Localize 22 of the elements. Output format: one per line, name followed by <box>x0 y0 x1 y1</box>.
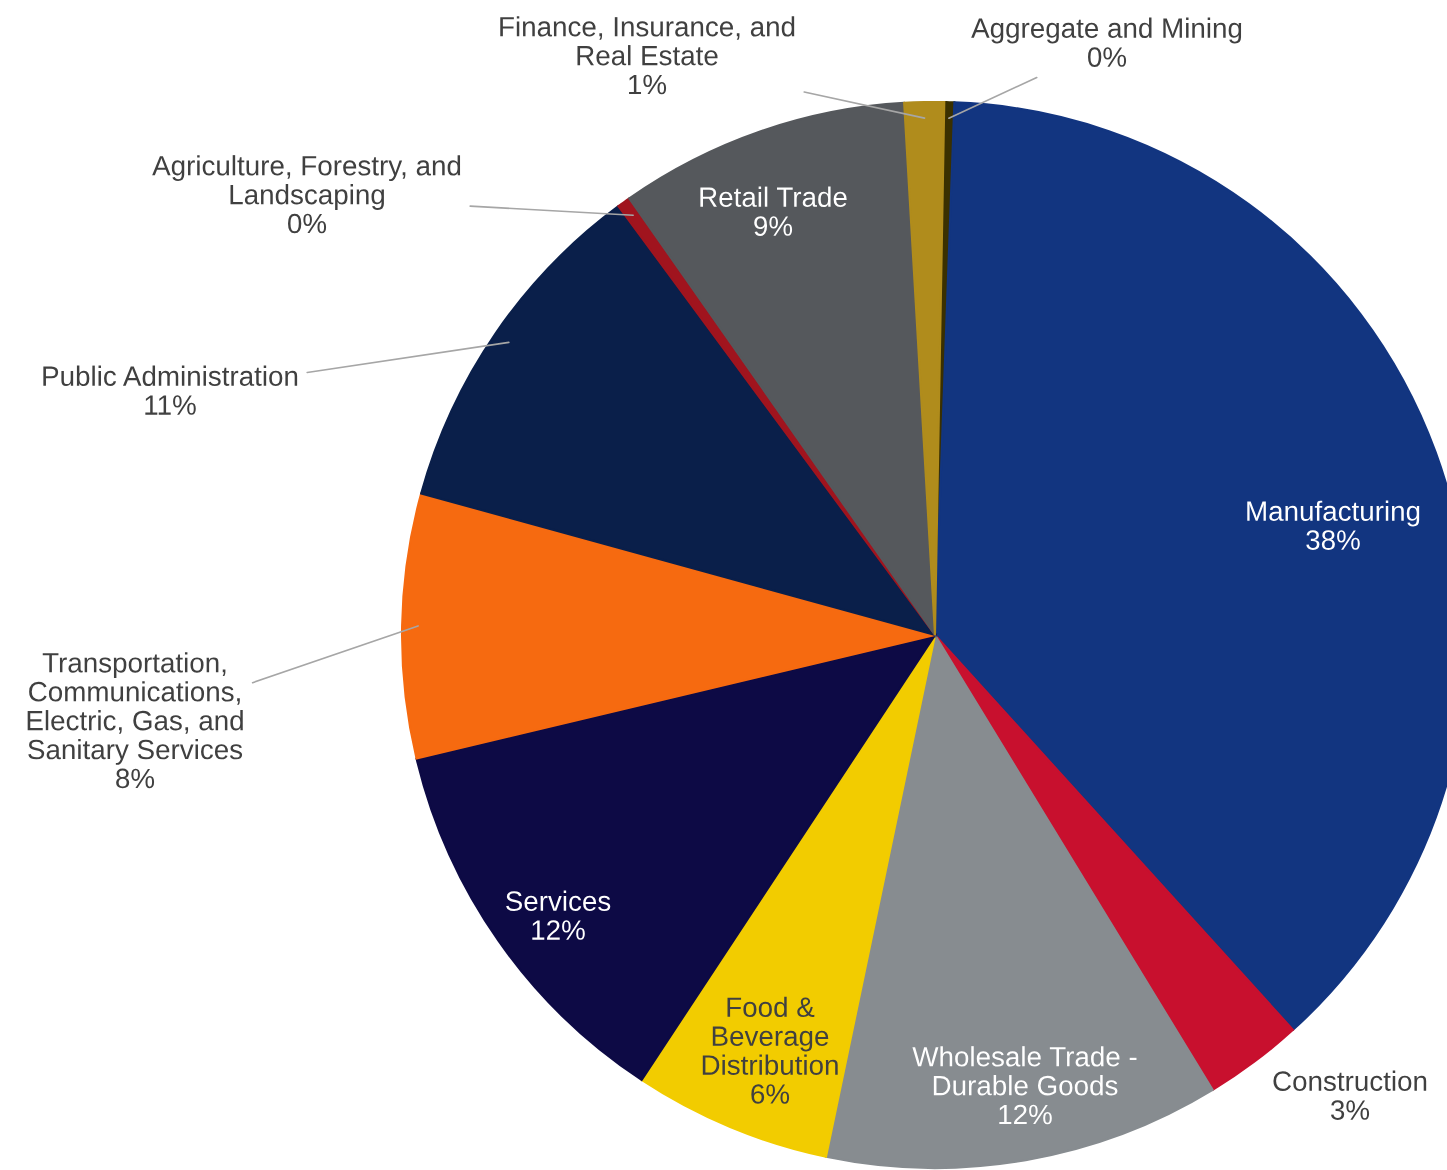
data-label: 11% <box>145 395 196 415</box>
data-label: 9% <box>754 216 793 236</box>
data-label: 8% <box>116 768 155 789</box>
data-label: 38% <box>1306 530 1360 550</box>
slice-label: Construction <box>1273 1070 1427 1091</box>
slice-label: Transportation, Communications, Electric, Gas, and Sanitary Services <box>27 652 243 765</box>
slice-label: Aggregate and Mining <box>971 17 1242 44</box>
data-label: 1% <box>629 74 667 95</box>
data-label: 0% <box>288 213 327 234</box>
slice-label: Finance, Insurance, and Real Estate <box>500 16 795 66</box>
slice-label: Manufacturing <box>1247 500 1420 527</box>
slice-label: Wholesale Trade - Durable Goods <box>912 1046 1137 1096</box>
slice-label: Retail Trade <box>700 186 847 207</box>
slice-label: Food & Beverage Distribution <box>702 996 838 1075</box>
data-label: 6% <box>751 1084 790 1104</box>
slice-label: Services <box>506 890 611 911</box>
data-label: 3% <box>1330 1100 1370 1120</box>
slice-label: Public Administration <box>43 365 298 386</box>
data-label: 12% <box>532 920 585 940</box>
slice-label: Agriculture, Forestry, and Landscaping <box>152 155 461 210</box>
data-label: 0% <box>1088 47 1127 67</box>
data-label: 12% <box>999 1104 1052 1125</box>
